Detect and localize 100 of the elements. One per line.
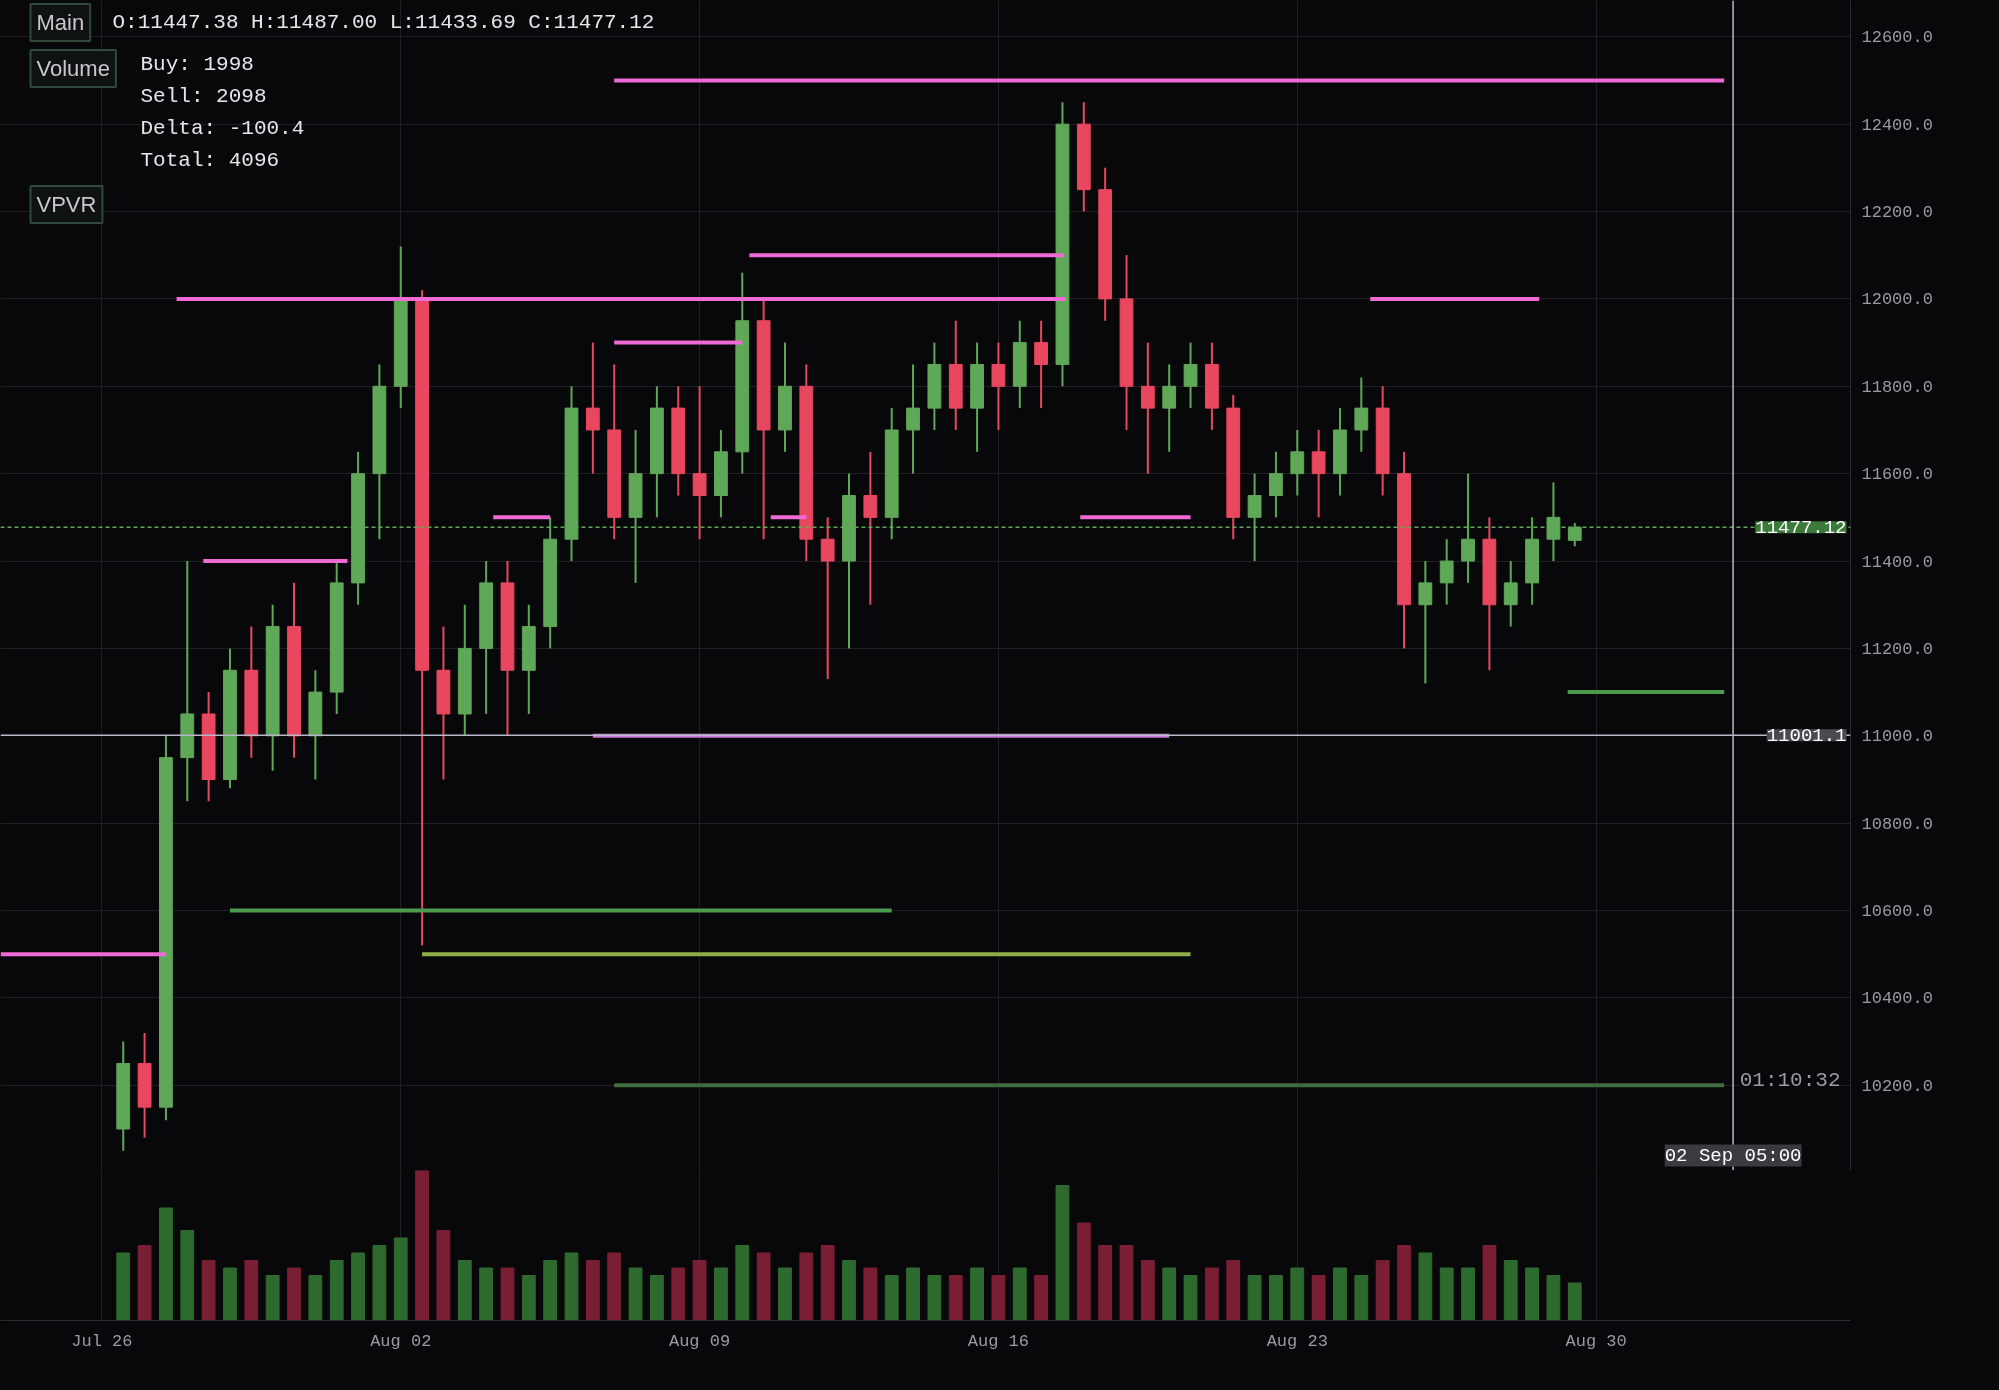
bar [521,1275,536,1321]
bar [457,1260,472,1321]
candlestick [1439,538,1454,606]
candlestick [906,363,920,475]
bar [714,1267,728,1321]
bar [159,1207,173,1321]
bar [1162,1267,1177,1321]
annotation: 01:10:32 [1739,1069,1841,1092]
bar [1012,1267,1027,1321]
bar [1055,1185,1070,1321]
bar [778,1267,792,1321]
candlestick [1354,376,1369,453]
bar [906,1267,920,1321]
candlestick [585,341,600,475]
bar [585,1260,600,1321]
bar [820,1245,835,1321]
bar [799,1252,814,1321]
bar [393,1237,408,1321]
x-tick-label: Aug 16 [967,1331,1030,1351]
x-tick-label: Aug 02 [370,1331,432,1351]
bar [884,1275,899,1321]
bar [564,1252,579,1321]
bar [1375,1260,1390,1321]
y-tick-label: 11600.0 [1861,465,1933,485]
bar [692,1260,707,1321]
bar [948,1275,963,1321]
annotation: Volume [36,56,110,81]
bar [1525,1267,1539,1321]
bar [543,1260,558,1321]
candlestick [1034,319,1049,410]
bar [735,1245,750,1321]
y-tick-label: 12200.0 [1861,203,1933,223]
bar [1098,1245,1113,1321]
annotation: O:11447.38 H:11487.00 L:11433.69 C:11477.12 [112,11,655,34]
annotation: Buy: 1998 [140,53,254,76]
annotation: Sell: 2098 [140,85,267,108]
bar [1119,1245,1134,1321]
bar [415,1170,429,1321]
bar [223,1267,237,1321]
bar [1269,1275,1283,1321]
candlestick [1269,450,1283,519]
bar [1226,1260,1241,1321]
bar [116,1252,131,1321]
bar [1076,1222,1091,1321]
bar [479,1267,494,1321]
bar [1418,1252,1433,1321]
annotation: Total: 4096 [140,149,280,172]
annotation: Delta: -100.4 [140,117,305,140]
bar [1461,1267,1475,1321]
y-tick-label: 10600.0 [1861,902,1933,922]
candlestick [1290,428,1305,497]
candlestick [1503,560,1518,628]
bar [1183,1275,1198,1321]
bar [1546,1275,1561,1321]
candlestick [1418,560,1433,685]
bar [1567,1282,1582,1321]
x-tick-label: Aug 30 [1565,1331,1627,1351]
bar [1354,1275,1369,1321]
bar [1333,1267,1347,1321]
candlestick [863,450,878,606]
bar [1034,1275,1049,1321]
bar [244,1260,259,1321]
bar [180,1230,195,1321]
bar [137,1245,152,1321]
y-tick-label: 11400.0 [1861,552,1933,572]
bar [649,1275,664,1321]
candlestick [1162,363,1177,453]
candlestick [1311,428,1326,519]
y-tick-label: 11200.0 [1861,639,1933,659]
ref-line-label: 11001.1 [1766,725,1847,748]
x-tick-label: Aug 09 [668,1331,731,1351]
ref-line-label: 11477.12 [1755,517,1847,540]
bar [927,1275,942,1321]
bar [287,1267,301,1321]
bar [991,1275,1006,1321]
bar [607,1252,622,1321]
bar [265,1275,280,1321]
bar [201,1260,216,1321]
y-tick-label: 10400.0 [1861,989,1933,1009]
bar [970,1267,984,1321]
y-tick-label: 10800.0 [1861,814,1933,834]
bar [1439,1267,1454,1321]
y-tick-label: 11000.0 [1861,727,1933,747]
candlestick [820,516,835,680]
bar [1140,1260,1155,1321]
bar [1290,1267,1305,1321]
annotation: Main [36,10,85,35]
y-tick-label: 12000.0 [1861,290,1933,310]
bar [671,1267,686,1321]
bar [842,1260,856,1321]
ref-line-label: 02 Sep 05:00 [1664,1144,1802,1167]
bar [372,1245,387,1321]
bar [628,1267,643,1321]
bar [1397,1245,1411,1321]
x-tick-label: Jul 26 [71,1331,133,1351]
candlestick [991,341,1006,431]
bar [1204,1267,1219,1321]
bar [1503,1260,1518,1321]
bar [1311,1275,1326,1321]
bar [756,1252,771,1321]
